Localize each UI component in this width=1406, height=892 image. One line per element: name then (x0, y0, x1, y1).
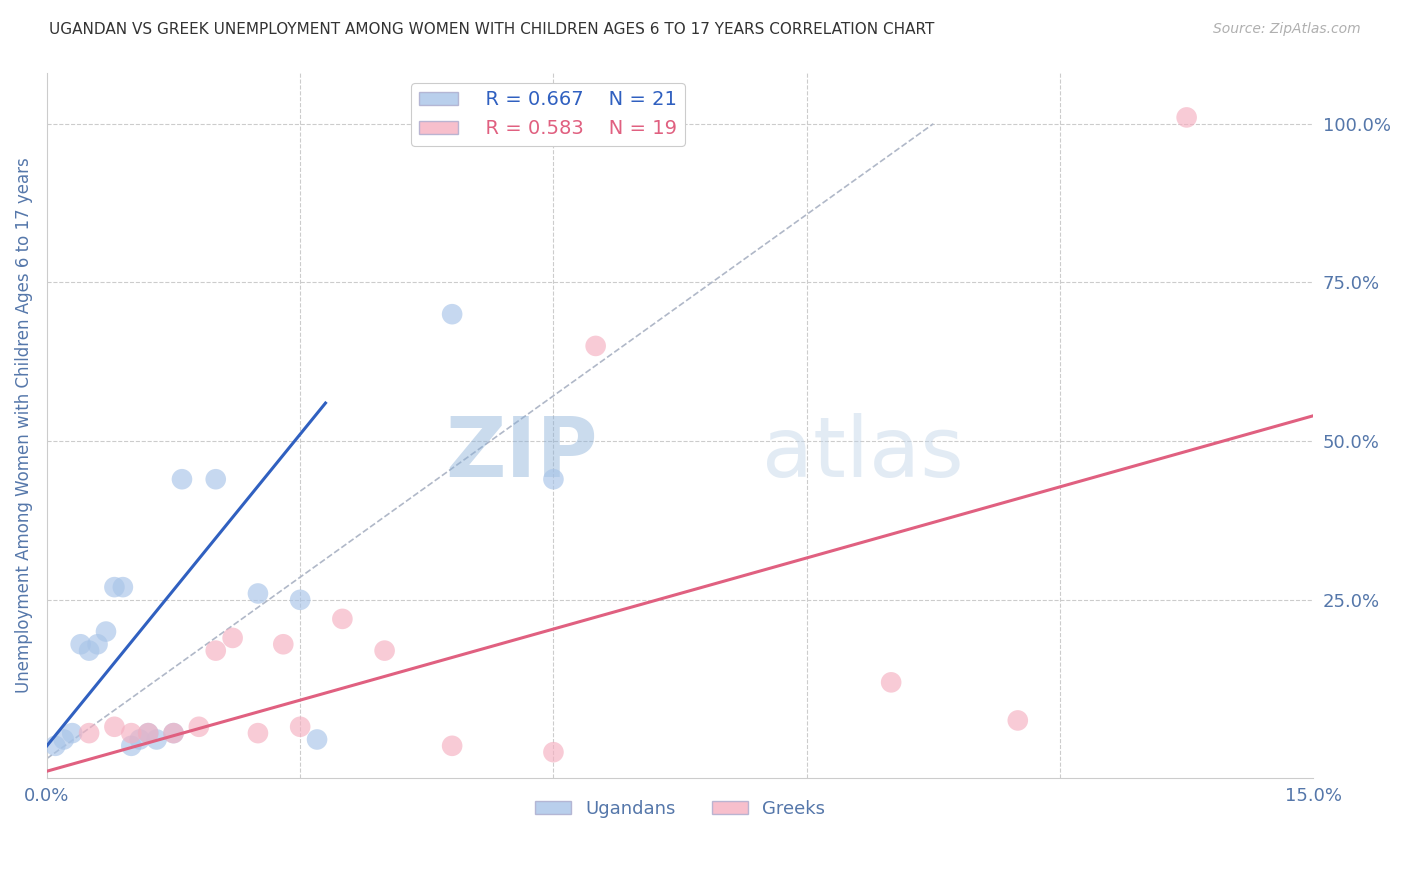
Point (441, 739, 464, 753)
Point (103, 720, 125, 734)
Y-axis label: Unemployment Among Women with Children Ages 6 to 17 years: Unemployment Among Women with Children A… (15, 157, 32, 693)
Legend: Ugandans, Greeks: Ugandans, Greeks (527, 792, 832, 825)
Point (120, 726, 142, 740)
Point (86, 637, 108, 651)
Point (374, 643, 396, 657)
Point (136, 726, 159, 740)
Point (120, 739, 142, 753)
Point (441, 307, 464, 321)
Point (880, 675, 903, 690)
Point (204, 472, 226, 486)
Point (77, 643, 100, 657)
Point (60, 726, 83, 740)
Point (145, 732, 167, 747)
Text: ZIP: ZIP (446, 413, 598, 494)
Point (543, 745, 565, 759)
Point (288, 592, 311, 607)
Point (246, 586, 269, 600)
Point (187, 720, 209, 734)
Point (1175, 111, 1198, 125)
Point (162, 726, 184, 740)
Point (271, 637, 294, 651)
Point (111, 580, 134, 594)
Point (94, 624, 117, 639)
Point (103, 580, 125, 594)
Point (246, 726, 269, 740)
Point (305, 732, 328, 747)
Point (136, 726, 159, 740)
Point (288, 720, 311, 734)
Point (69, 637, 91, 651)
Point (52, 732, 75, 747)
Point (128, 732, 150, 747)
Point (221, 631, 243, 645)
Text: Source: ZipAtlas.com: Source: ZipAtlas.com (1213, 22, 1361, 37)
Text: UGANDAN VS GREEK UNEMPLOYMENT AMONG WOMEN WITH CHILDREN AGES 6 TO 17 YEARS CORRE: UGANDAN VS GREEK UNEMPLOYMENT AMONG WOME… (49, 22, 935, 37)
Point (543, 472, 565, 486)
Point (162, 726, 184, 740)
Point (332, 612, 354, 626)
Point (44, 739, 66, 753)
Point (585, 339, 607, 353)
Point (204, 643, 226, 657)
Text: atlas: atlas (762, 413, 965, 494)
Point (77, 726, 100, 740)
Point (1007, 714, 1029, 728)
Point (170, 472, 193, 486)
